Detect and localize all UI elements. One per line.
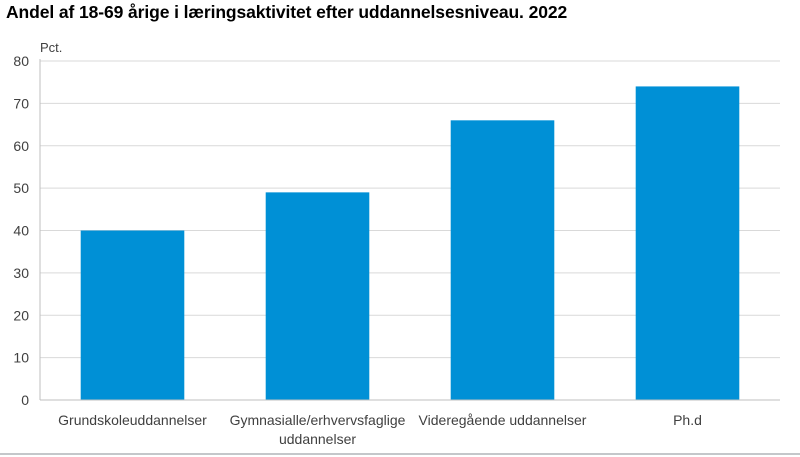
y-tick-label: 0 (21, 392, 29, 408)
x-category-label: Gymnasialle/erhvervsfaglige uddannelser (230, 412, 406, 447)
y-tick-label: 40 (13, 223, 29, 239)
y-tick-label: 70 (13, 95, 29, 111)
y-axis-label: Pct. (40, 40, 62, 55)
y-tick-label: 50 (13, 180, 29, 196)
x-category-label: Videregående uddannelser (419, 412, 587, 428)
x-category-label: Ph.d (673, 412, 702, 428)
bars (80, 86, 740, 401)
bar (450, 120, 555, 400)
y-tick-label: 60 (13, 138, 29, 154)
chart-title: Andel af 18-69 årige i læringsaktivitet … (6, 2, 568, 22)
axes (39, 59, 780, 401)
bar (265, 192, 370, 400)
labels: Pct. 0 10 20 30 40 50 60 70 80 Grundskoleuddannels… (13, 40, 701, 447)
bar (635, 86, 740, 401)
y-tick-label: 30 (13, 265, 29, 281)
y-tick-label: 20 (13, 307, 29, 323)
y-tick-label: 10 (13, 350, 29, 366)
bar (80, 230, 185, 400)
x-category-label: Grundskoleuddannelser (58, 412, 207, 428)
y-tick-label: 80 (13, 53, 29, 69)
